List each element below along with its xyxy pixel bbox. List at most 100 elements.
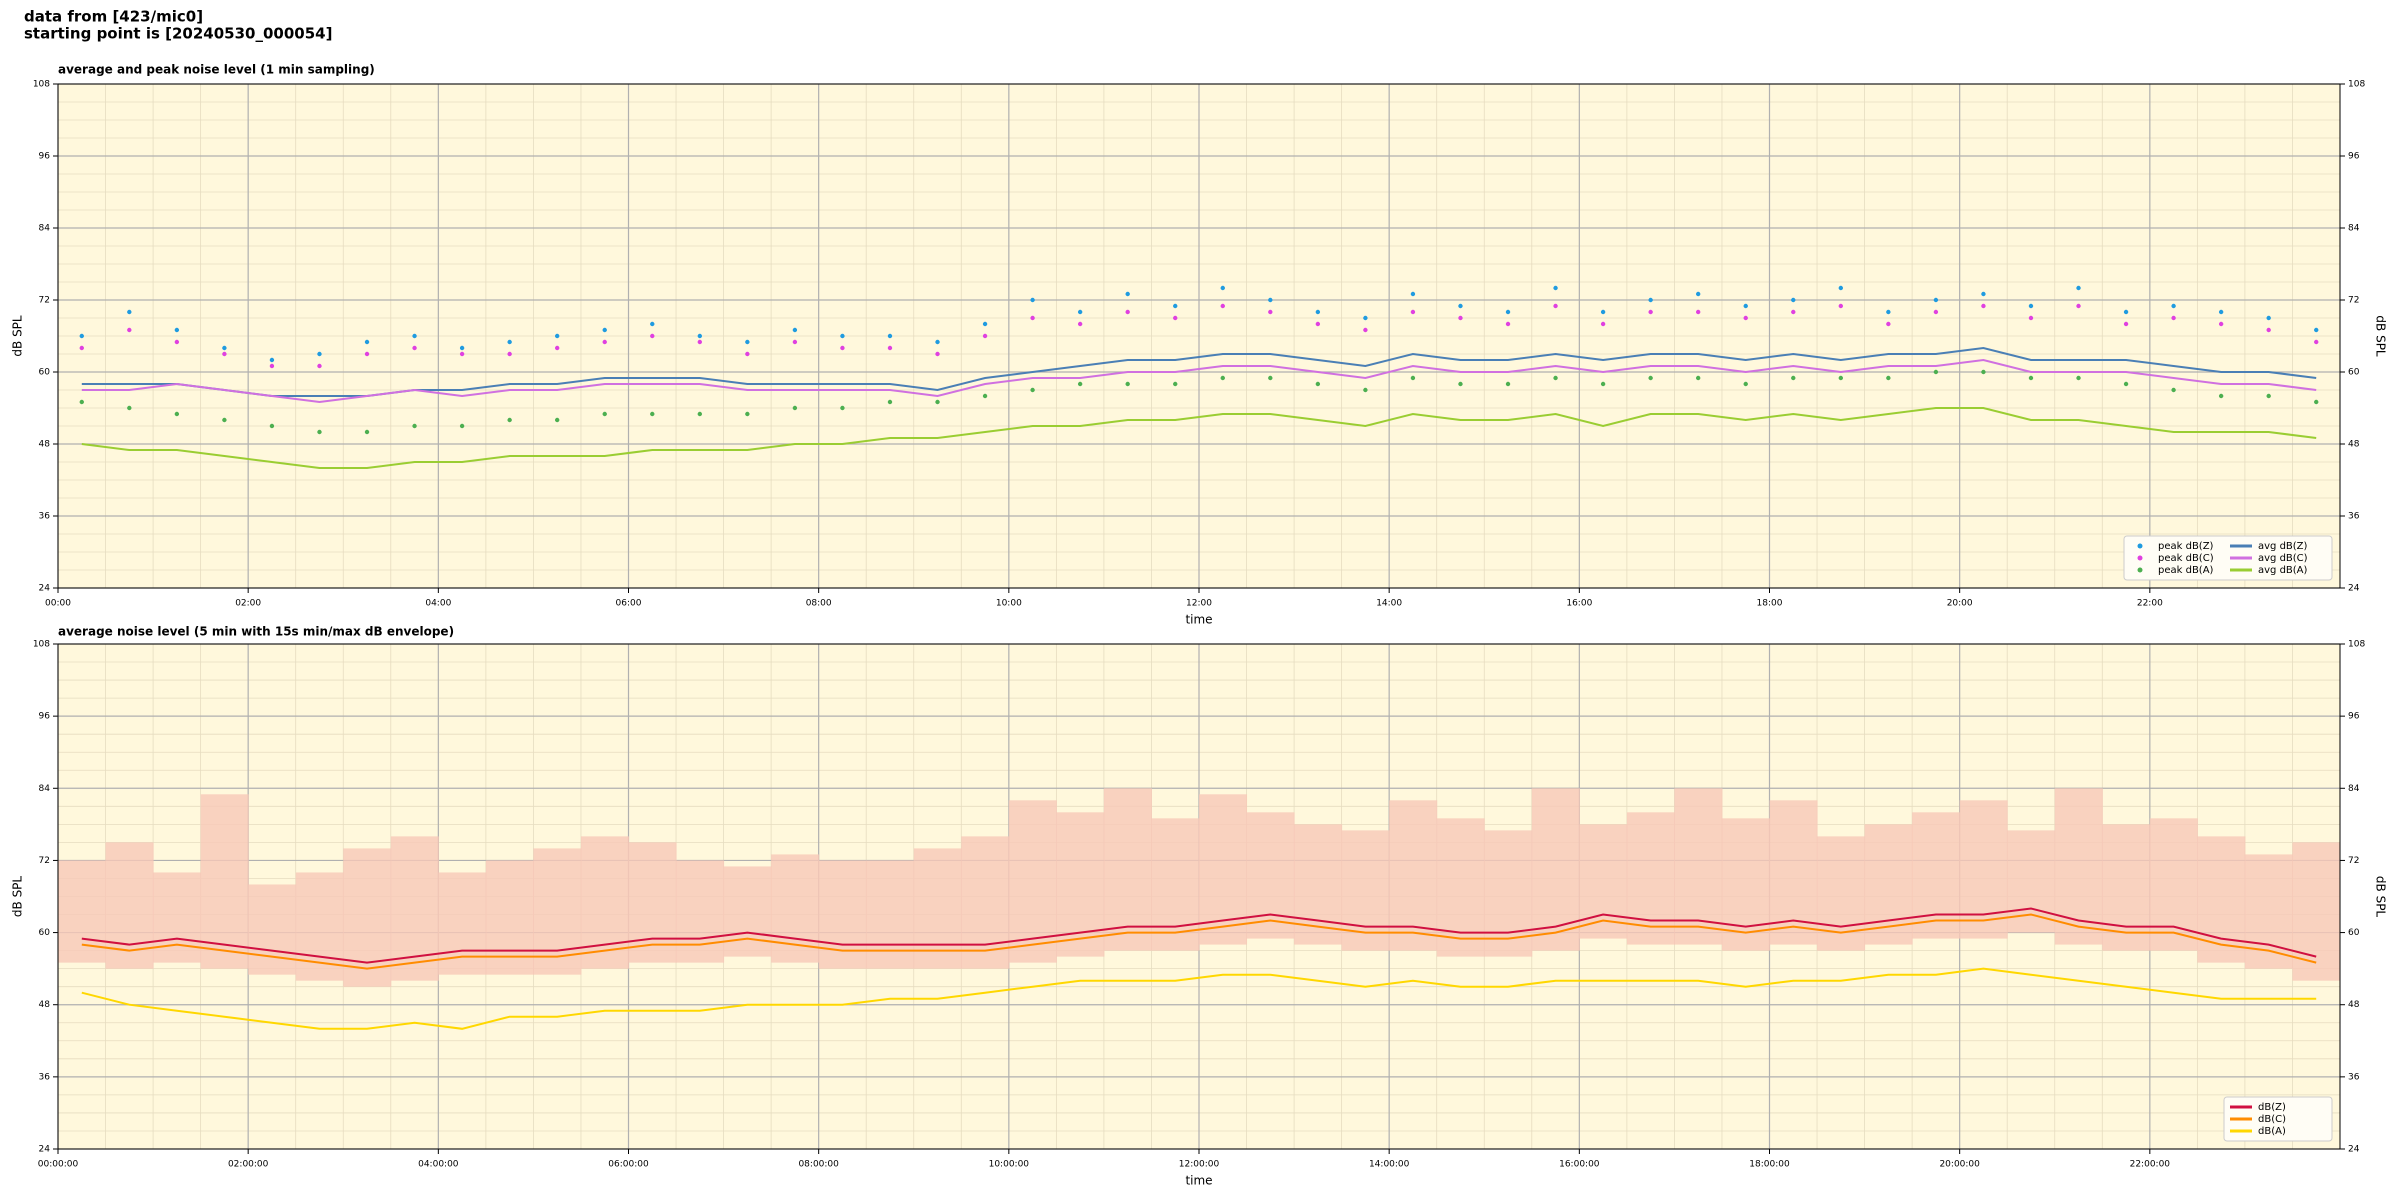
- peak-point: [602, 327, 607, 333]
- peak-point: [1363, 315, 1368, 321]
- envelope-band: [628, 842, 677, 963]
- peak-point: [1030, 387, 1035, 393]
- peak-point: [2028, 375, 2034, 381]
- peak-point: [2314, 339, 2319, 345]
- peak-point: [1458, 303, 1463, 309]
- peak-point: [364, 351, 370, 357]
- legend-label: avg dB(C): [2258, 553, 2308, 564]
- peak-point: [1695, 309, 1701, 315]
- peak-point: [79, 333, 84, 339]
- peak-point: [2076, 375, 2081, 381]
- y-axis-label: dB SPL: [2374, 315, 2388, 357]
- peak-point: [697, 339, 703, 345]
- peak-point: [1648, 309, 1653, 315]
- x-tick-label: 22:00: [2137, 599, 2163, 609]
- legend-label: avg dB(A): [2258, 565, 2308, 576]
- x-tick-label: 10:00: [996, 599, 1022, 609]
- envelope-band: [1151, 818, 1200, 951]
- header-line: starting point is [20240530_000054]: [24, 25, 332, 43]
- envelope-band: [961, 836, 1010, 969]
- peak-point: [127, 327, 132, 333]
- peak-point: [1743, 303, 1748, 309]
- peak-point: [1791, 297, 1796, 303]
- x-tick-label: 08:00: [806, 599, 832, 609]
- peak-point: [1030, 315, 1035, 321]
- peak-point: [269, 357, 275, 363]
- y-tick-label: 36: [39, 1072, 51, 1082]
- peak-point: [1553, 303, 1558, 309]
- peak-point: [792, 339, 798, 345]
- peak-point: [745, 351, 750, 357]
- peak-point: [2028, 303, 2034, 309]
- legend-label: dB(Z): [2258, 1102, 2286, 1113]
- peak-point: [1648, 297, 1653, 303]
- series-line: [81, 407, 2317, 469]
- x-tick-label: 20:00:00: [1939, 1160, 1980, 1170]
- peak-point: [1458, 381, 1463, 387]
- envelope-band: [200, 794, 249, 969]
- peak-point: [1981, 291, 1986, 297]
- peak-point: [1173, 303, 1178, 309]
- x-tick-label: 12:00:00: [1179, 1160, 1220, 1170]
- y-tick-label: 96: [2348, 712, 2360, 722]
- envelope-band: [248, 884, 297, 975]
- y-tick-label: 36: [2348, 1072, 2360, 1082]
- peak-point: [2314, 327, 2319, 333]
- x-tick-label: 06:00:00: [608, 1160, 649, 1170]
- peak-point: [1173, 381, 1178, 387]
- y-tick-label: 36: [39, 512, 51, 522]
- envelope-band: [1959, 800, 2008, 939]
- peak-point: [982, 321, 988, 327]
- y-tick-label: 84: [2348, 784, 2360, 794]
- peak-point: [1505, 309, 1511, 315]
- x-tick-label: 20:00: [1947, 599, 1973, 609]
- peak-point: [1363, 327, 1368, 333]
- peak-point: [840, 345, 845, 351]
- peak-point: [1268, 309, 1273, 315]
- peak-point: [1743, 381, 1748, 387]
- envelope-band: [818, 860, 867, 969]
- peak-point: [1410, 375, 1416, 381]
- y-axis-label: dB SPL: [11, 315, 25, 357]
- plot-frame: [57, 83, 2341, 589]
- y-tick-label: 24: [39, 584, 51, 594]
- x-tick-label: 16:00: [1566, 599, 1592, 609]
- peak-point: [127, 405, 132, 411]
- peak-point: [602, 411, 607, 417]
- peak-point: [650, 321, 655, 327]
- peak-point: [2076, 285, 2081, 291]
- peak-point: [887, 399, 893, 405]
- peak-point: [1886, 309, 1891, 315]
- envelope-band: [2054, 788, 2103, 945]
- envelope-band: [1531, 788, 1580, 951]
- x-tick-label: 00:00:00: [38, 1160, 79, 1170]
- y-tick-label: 96: [39, 712, 51, 722]
- peak-point: [1315, 381, 1321, 387]
- peak-point: [1125, 291, 1130, 297]
- peak-point: [650, 333, 655, 339]
- y-tick-label: 96: [39, 152, 51, 162]
- legend-label: peak dB(C): [2158, 553, 2214, 564]
- header-line: data from [423/mic0]: [24, 8, 203, 26]
- peak-point: [1791, 375, 1796, 381]
- peak-point: [317, 351, 322, 357]
- peak-point: [1981, 303, 1986, 309]
- peak-point: [554, 345, 560, 351]
- peak-point: [650, 411, 655, 417]
- peak-point: [222, 351, 227, 357]
- peak-point: [1220, 303, 1225, 309]
- y-tick-label: 108: [2348, 80, 2365, 90]
- x-tick-label: 18:00:00: [1749, 1160, 1790, 1170]
- legend-marker: [2137, 543, 2143, 549]
- x-tick-label: 14:00: [1376, 599, 1402, 609]
- peak-point: [459, 423, 465, 429]
- envelope-band: [2292, 842, 2341, 981]
- y-tick-label: 96: [2348, 152, 2360, 162]
- peak-point: [1791, 309, 1796, 315]
- peak-point: [1268, 297, 1273, 303]
- peak-point: [1600, 321, 1606, 327]
- y-axis-label: dB SPL: [11, 876, 25, 918]
- peak-point: [1220, 375, 1225, 381]
